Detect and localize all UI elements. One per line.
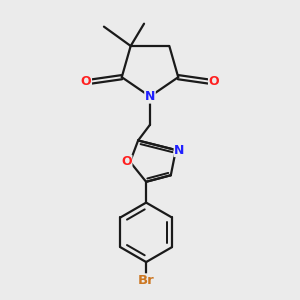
- Text: N: N: [174, 143, 184, 157]
- Text: N: N: [145, 90, 155, 103]
- Text: Br: Br: [138, 274, 154, 287]
- Text: O: O: [121, 155, 132, 168]
- Text: O: O: [208, 75, 219, 88]
- Text: O: O: [81, 75, 92, 88]
